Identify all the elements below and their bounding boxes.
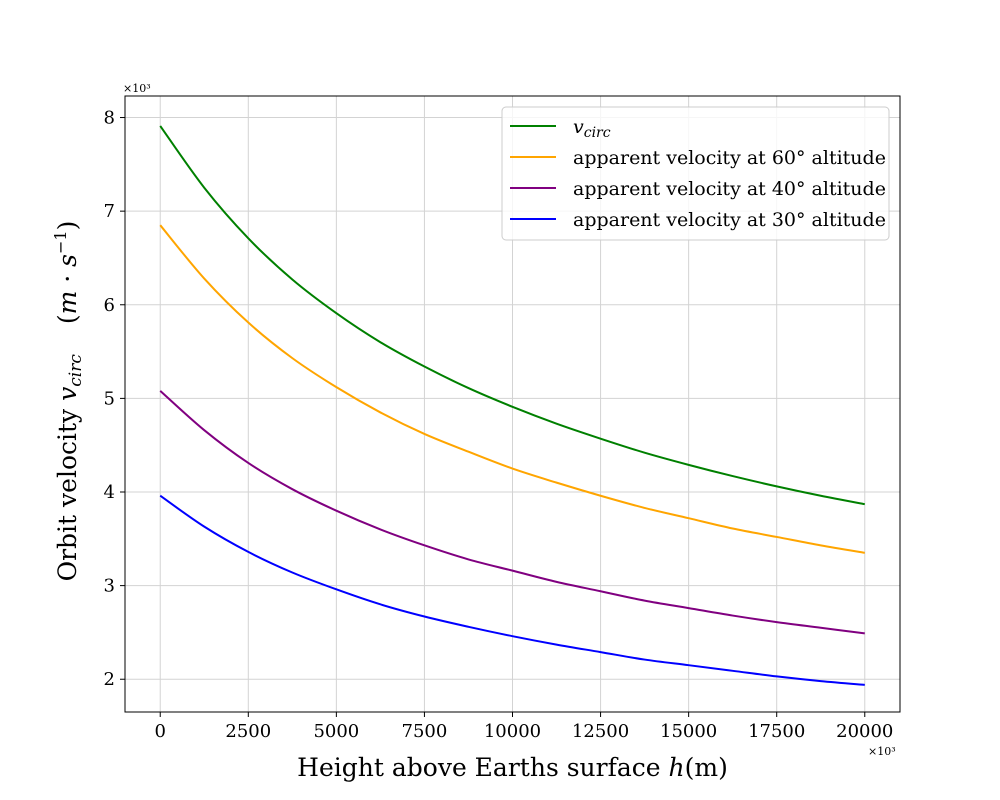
x-axis-label-unit: (m): [685, 753, 728, 782]
y-axis-label-m: m: [53, 291, 82, 315]
x-axis-label-math: h: [669, 753, 685, 782]
y-axis-label-s: s: [53, 254, 82, 267]
x-tick-label: 2500: [225, 721, 271, 742]
legend-label-3: apparent velocity at 30° altitude: [573, 209, 886, 231]
series-line-0: [159, 125, 865, 506]
y-axis-label-open: (: [53, 314, 82, 324]
x-tick-label: 15000: [660, 721, 717, 742]
x-tick-label: 17500: [748, 721, 805, 742]
y-tick-label: 7: [104, 201, 115, 222]
x-tick-label: 7500: [402, 721, 448, 742]
legend-label-0: vcirc: [573, 116, 611, 141]
y-axis-label-sub: circ: [66, 354, 86, 387]
legend-box: [501, 106, 890, 241]
x-tick-label: 5000: [313, 721, 359, 742]
series-line-3: [159, 494, 865, 686]
y-tick-label: 8: [104, 108, 115, 129]
series-line-2: [159, 390, 865, 635]
y-axis-label-dot: ·: [53, 267, 82, 291]
x-axis-label-text: Height above Earths surface: [297, 753, 668, 782]
x-ticks: 0 2500 5000 7500 10000 12500 15000 17500 20000: [155, 712, 893, 742]
legend-label-2: apparent velocity at 40° altitude: [573, 178, 886, 200]
y-ticks: 2 3 4 5 6 7 8: [104, 108, 125, 690]
y-axis-label-v: v: [53, 387, 82, 401]
y-axis-label-text: Orbit velocity: [53, 401, 82, 582]
y-axis-label-close: ): [53, 221, 82, 231]
y-tick-label: 3: [104, 576, 115, 597]
x-tick-label: 0: [155, 721, 166, 742]
legend-label-1: apparent velocity at 60° altitude: [573, 147, 886, 169]
x-axis-multiplier: ×10³: [868, 745, 896, 758]
series-line-1: [159, 224, 865, 554]
legend-label-math: v: [573, 116, 584, 138]
y-axis-multiplier: ×10³: [123, 82, 151, 95]
y-tick-label: 2: [104, 669, 115, 690]
y-tick-label: 5: [104, 388, 115, 409]
legend-label-sub: circ: [584, 125, 611, 141]
y-tick-label: 6: [104, 295, 115, 316]
legend: vcirc apparent velocity at 60° altitude ap…: [501, 106, 890, 241]
x-tick-label: 10000: [484, 721, 541, 742]
x-tick-label: 12500: [572, 721, 629, 742]
x-tick-label: 20000: [836, 721, 893, 742]
y-axis-label-exp: −1: [51, 230, 70, 254]
series-lines: [159, 125, 865, 686]
x-axis-label: Height above Earths surface h(m): [297, 753, 728, 782]
y-axis-label: Orbit velocity vcirc (m · s−1): [51, 221, 86, 582]
y-tick-label: 4: [104, 482, 115, 503]
